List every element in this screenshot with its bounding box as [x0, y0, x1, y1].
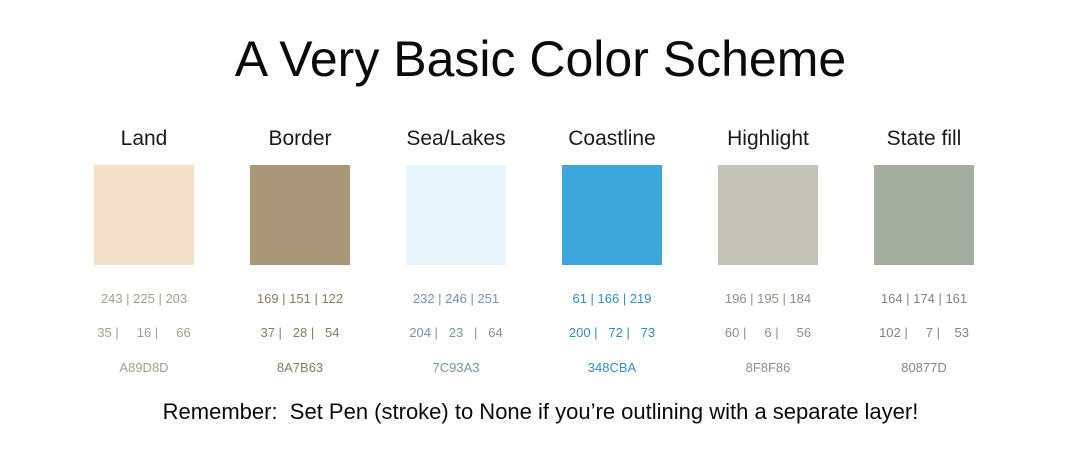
swatch-name: State fill [846, 126, 1002, 152]
hex-code: A89D8D [66, 360, 222, 376]
hex-code: 80877D [846, 360, 1002, 376]
secondary-values: 204 | 23 | 64 [378, 325, 534, 341]
swatch-state-fill: State fill 164 | 174 | 161 102 | 7 | 53 … [846, 120, 1002, 390]
rgb-values: 61 | 166 | 219 [534, 291, 690, 307]
color-swatch [874, 165, 974, 265]
hex-code: 8F8F86 [690, 360, 846, 376]
swatch-coastline: Coastline 61 | 166 | 219 200 | 72 | 73 3… [534, 120, 690, 390]
page-title: A Very Basic Color Scheme [0, 28, 1081, 90]
swatch-sea-lakes: Sea/Lakes 232 | 246 | 251 204 | 23 | 64 … [378, 120, 534, 390]
swatch-name: Land [66, 126, 222, 152]
swatch-highlight: Highlight 196 | 195 | 184 60 | 6 | 56 8F… [690, 120, 846, 390]
swatch-land: Land 243 | 225 | 203 35 | 16 | 66 A89D8D [66, 120, 222, 390]
hex-code: 8A7B63 [222, 360, 378, 376]
secondary-values: 37 | 28 | 54 [222, 325, 378, 341]
rgb-values: 169 | 151 | 122 [222, 291, 378, 307]
secondary-values: 35 | 16 | 66 [66, 325, 222, 341]
rgb-values: 243 | 225 | 203 [66, 291, 222, 307]
secondary-values: 60 | 6 | 56 [690, 325, 846, 341]
swatch-border: Border 169 | 151 | 122 37 | 28 | 54 8A7B… [222, 120, 378, 390]
color-swatch [406, 165, 506, 265]
swatch-name: Highlight [690, 126, 846, 152]
rgb-values: 164 | 174 | 161 [846, 291, 1002, 307]
footer-note: Remember: Set Pen (stroke) to None if yo… [0, 397, 1081, 427]
color-swatch [562, 165, 662, 265]
color-swatch [250, 165, 350, 265]
color-swatch [718, 165, 818, 265]
swatch-name: Border [222, 126, 378, 152]
rgb-values: 232 | 246 | 251 [378, 291, 534, 307]
hex-code: 348CBA [534, 360, 690, 376]
swatch-row: Land 243 | 225 | 203 35 | 16 | 66 A89D8D… [66, 120, 1036, 390]
hex-code: 7C93A3 [378, 360, 534, 376]
rgb-values: 196 | 195 | 184 [690, 291, 846, 307]
swatch-name: Sea/Lakes [378, 126, 534, 152]
secondary-values: 102 | 7 | 53 [846, 325, 1002, 341]
color-swatch [94, 165, 194, 265]
swatch-name: Coastline [534, 126, 690, 152]
secondary-values: 200 | 72 | 73 [534, 325, 690, 341]
